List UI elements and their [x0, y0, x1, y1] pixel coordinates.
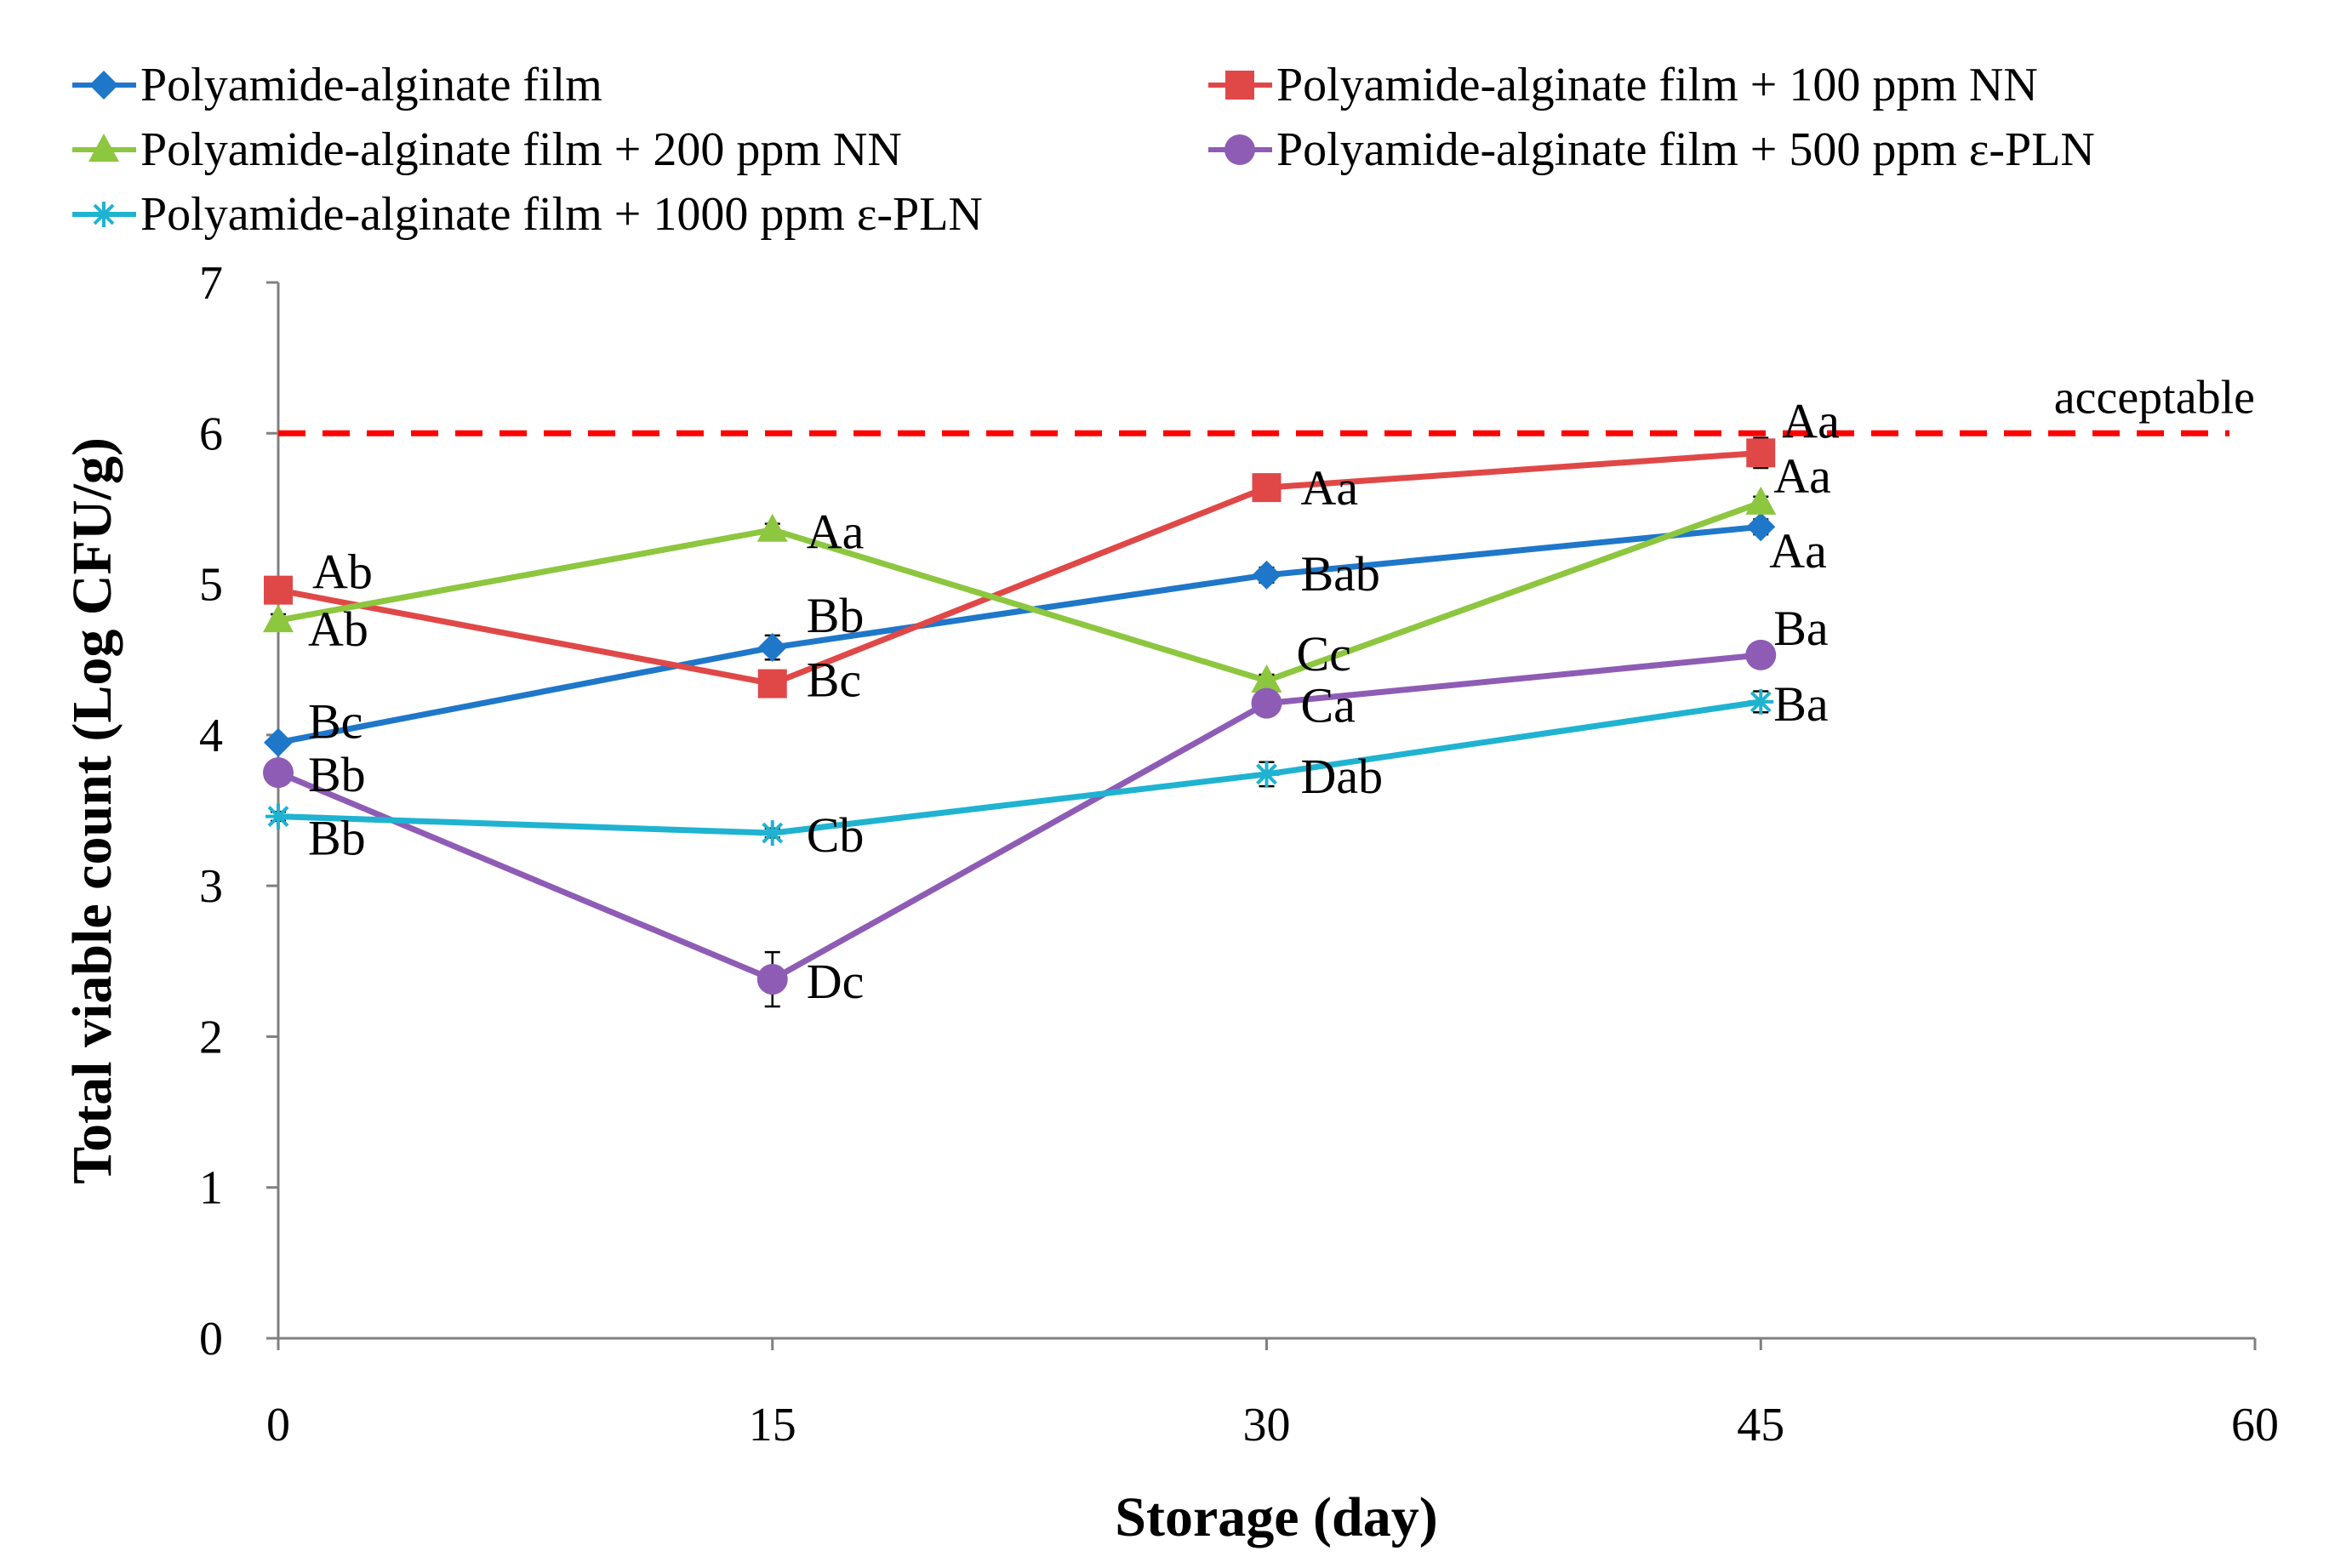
series-3: Ab Aa Cc Aa [263, 448, 1831, 693]
legend-label: Polyamide-alginate film + 200 ppm NN [140, 123, 902, 176]
legend-label: Polyamide-alginate film + 500 ppm ε-PLN [1276, 123, 2095, 176]
data-point-star [265, 803, 291, 830]
legend-label: Polyamide-alginate film + 1000 ppm ε-PLN [140, 188, 983, 241]
star-stroke [1750, 691, 1772, 713]
data-point-star [1748, 688, 1774, 715]
star-stroke [93, 203, 115, 225]
data-label: Ab [308, 602, 368, 657]
data-label: Aa [1773, 448, 1831, 504]
data-label: Bb [308, 811, 366, 866]
data-label: Ba [1773, 676, 1828, 732]
data-point-diamond [757, 633, 787, 663]
data-point-triangle [756, 513, 788, 542]
data-point-square [1746, 438, 1776, 468]
star-stroke [267, 806, 289, 828]
data-point-square [264, 575, 293, 605]
y-tick-label: 7 [199, 257, 223, 310]
data-label: Dab [1301, 749, 1384, 804]
acceptable-label: acceptable [2054, 371, 2255, 424]
series-line [277, 449, 1761, 687]
data-point-star [759, 820, 785, 847]
data-point-diamond [264, 727, 293, 757]
legend-label: Polyamide-alginate film + 100 ppm NN [1276, 59, 2038, 111]
legend-item: Polyamide-alginate film + 200 ppm NN [72, 123, 902, 176]
data-point-star [1253, 761, 1280, 787]
series-line [277, 523, 1761, 746]
data-point-square [1252, 473, 1282, 503]
x-tick-label: 0 [266, 1399, 290, 1451]
data-label: Aa [1769, 523, 1827, 579]
x-axis-title: Storage (day) [1115, 1486, 1437, 1548]
data-label: Bab [1301, 546, 1380, 602]
star-stroke [1256, 763, 1277, 785]
data-label: Cc [1297, 626, 1351, 681]
legend-item: Polyamide-alginate film + 500 ppm ε-PLN [1208, 123, 2095, 176]
data-label: Aa [1301, 460, 1359, 516]
series-line [277, 698, 1761, 836]
data-point-diamond [1746, 512, 1776, 542]
data-point-circle [1224, 134, 1255, 165]
data-point-triangle [1251, 664, 1282, 693]
star-stroke [762, 822, 784, 844]
y-tick-label: 1 [199, 1162, 223, 1215]
y-axis-ticks: 0 1 2 3 4 5 6 7 [199, 257, 278, 1366]
legend-item: Polyamide-alginate film + 1000 ppm ε-PLN [72, 188, 983, 241]
data-point-triangle [263, 604, 294, 633]
series-line [277, 652, 1761, 983]
series-5: Bb Cb Dab Ba [265, 676, 1829, 866]
data-label: Bc [308, 694, 362, 750]
y-tick-label: 4 [199, 710, 223, 762]
data-label: Ca [1301, 678, 1356, 733]
series-1: Bc Bb Bab Aa [264, 512, 1827, 757]
y-tick-label: 6 [199, 408, 223, 460]
legend-label: Polyamide-alginate film [140, 59, 602, 111]
x-tick-label: 60 [2231, 1399, 2279, 1451]
data-label: Cb [807, 807, 865, 863]
data-point-square [1225, 71, 1254, 100]
x-tick-label: 30 [1243, 1399, 1291, 1451]
y-tick-label: 5 [199, 559, 223, 612]
legend: Polyamide-alginate film Polyamide-alginat… [72, 59, 2095, 241]
legend-item: Polyamide-alginate film + 100 ppm NN [1208, 59, 2038, 111]
data-label: Bb [308, 747, 366, 802]
x-tick-label: 15 [749, 1399, 796, 1451]
y-tick-label: 3 [199, 860, 223, 913]
data-point-triangle [88, 134, 119, 162]
data-label: Ba [1773, 601, 1828, 656]
data-label: Aa [807, 505, 865, 560]
series-line [277, 499, 1762, 684]
data-point-diamond [89, 71, 118, 100]
data-point-circle [1745, 639, 1777, 670]
x-tick-label: 45 [1737, 1399, 1784, 1451]
data-label: Aa [1782, 393, 1840, 448]
y-axis-title: Total viable count (Log CFU/g) [61, 437, 123, 1184]
data-point-triangle [1745, 486, 1777, 515]
data-point-star [91, 202, 117, 227]
data-point-diamond [1252, 560, 1282, 590]
y-tick-label: 2 [199, 1011, 223, 1063]
y-tick-label: 0 [199, 1313, 223, 1366]
data-point-circle [1251, 687, 1282, 719]
x-axis-ticks: 0 15 30 45 60 [266, 1338, 2279, 1451]
data-label: Bc [807, 653, 861, 708]
data-point-circle [756, 964, 788, 995]
data-point-circle [263, 757, 294, 789]
data-label: Dc [807, 954, 865, 1009]
series-4: Bb Dc Ca Ba [263, 601, 1829, 1009]
data-point-square [757, 669, 787, 698]
data-label: Bb [807, 588, 865, 643]
legend-item: Polyamide-alginate film [72, 59, 602, 111]
data-label: Ab [312, 545, 373, 600]
